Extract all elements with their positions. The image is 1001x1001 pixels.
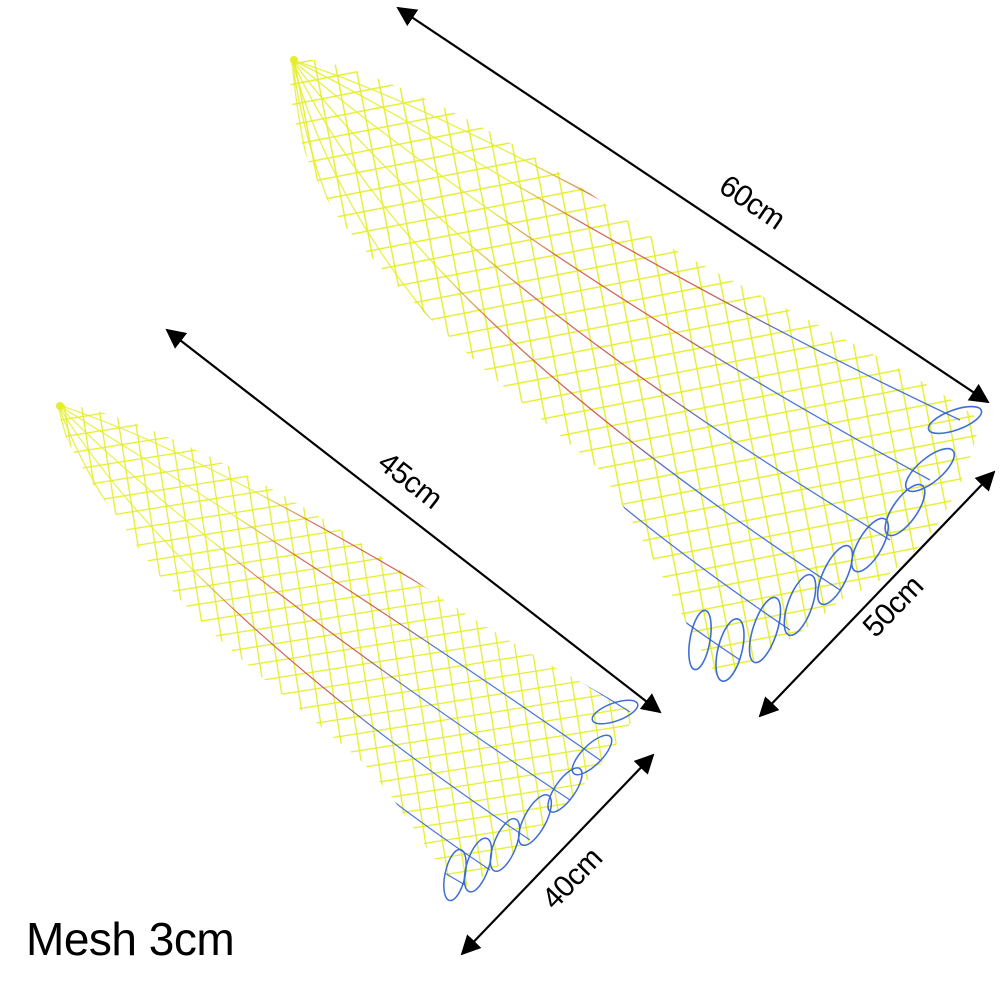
mesh-size-caption: Mesh 3cm [26, 913, 235, 965]
small-net [56, 402, 639, 902]
arrow-45cm-length [165, 328, 662, 714]
arrow-60cm-length [396, 6, 990, 404]
arrow-50cm-width [758, 470, 996, 718]
arrow-40cm-width [460, 753, 655, 956]
